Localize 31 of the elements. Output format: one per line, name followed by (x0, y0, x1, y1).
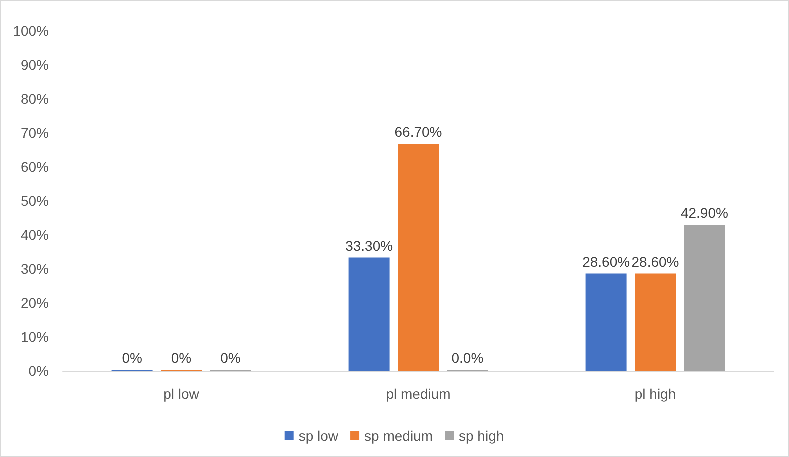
data-label: 0% (220, 350, 241, 366)
y-tick-label: 100% (13, 23, 49, 39)
data-label: 0% (122, 350, 142, 366)
bar (635, 274, 676, 371)
y-tick-label: 30% (20, 261, 49, 277)
y-tick-label: 0% (28, 363, 49, 379)
bar (684, 225, 726, 371)
data-label: 28.60% (582, 254, 630, 270)
y-tick-label: 70% (20, 125, 49, 141)
bar (398, 144, 439, 371)
y-tick-label: 40% (20, 227, 49, 243)
x-tick-label: pl high (634, 386, 676, 402)
y-tick-label: 60% (20, 159, 49, 175)
y-tick-label: 50% (20, 193, 49, 209)
y-tick-label: 20% (20, 295, 49, 311)
legend-label: sp medium (364, 428, 434, 444)
data-label: 28.60% (632, 254, 680, 270)
y-tick-label: 90% (20, 57, 49, 73)
data-label: 66.70% (394, 124, 442, 140)
bar (348, 258, 390, 371)
legend-label: sp high (459, 428, 504, 444)
data-label: 42.90% (680, 205, 728, 222)
x-tick-label: pl medium (386, 386, 451, 402)
data-label: 0.0% (452, 350, 484, 366)
x-tick-label: pl low (164, 386, 200, 402)
y-tick-label: 10% (20, 329, 49, 345)
bar (586, 274, 627, 371)
data-label: 33.30% (346, 238, 394, 254)
legend-label: sp low (298, 428, 340, 444)
data-label: 0% (171, 350, 192, 366)
y-tick-label: 80% (20, 91, 49, 107)
